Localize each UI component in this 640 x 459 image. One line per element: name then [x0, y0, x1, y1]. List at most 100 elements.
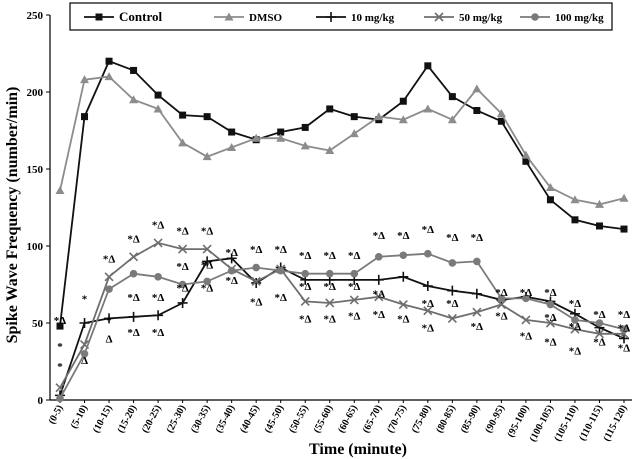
data-point-100-mg-kg: [252, 263, 260, 272]
data-point-100-mg-kg: [178, 280, 187, 289]
data-point-control: [105, 57, 113, 65]
significance-mark: *Δ: [324, 313, 337, 325]
significance-mark: *Δ: [569, 298, 582, 310]
data-point-dmso: [447, 115, 457, 124]
significance-mark: *Δ: [569, 346, 582, 358]
data-point-control: [448, 93, 456, 101]
data-point-100-mg-kg: [350, 269, 359, 278]
data-point-50-mg-kg: [496, 299, 506, 310]
data-point-control: [620, 225, 628, 233]
significance-mark: *Δ: [176, 261, 189, 273]
data-point-100-mg-kg: [473, 257, 481, 266]
series-line-10-mg-kg: [59, 257, 625, 396]
significance-mark: *Δ: [299, 313, 312, 325]
series-50-mg-kg: [55, 238, 629, 393]
legend-marker: [326, 12, 336, 22]
data-point-10-mg-kg: [153, 310, 164, 321]
series-line-control: [59, 60, 625, 327]
data-point-control: [473, 106, 481, 114]
legend-marker: [224, 12, 234, 21]
data-point-dmso: [55, 186, 65, 195]
significance-mark: *Δ: [201, 226, 214, 238]
data-point-dmso: [104, 72, 114, 81]
data-point-10-mg-kg: [104, 313, 115, 324]
significance-mark: *Δ: [127, 233, 140, 245]
legend-label: 100 mg/kg: [555, 12, 604, 24]
significance-mark: Δ: [81, 355, 88, 367]
data-point-control: [56, 322, 64, 330]
data-point-dmso: [496, 109, 506, 118]
x-axis-title: Time (minute): [309, 441, 407, 458]
data-point-50-mg-kg: [594, 329, 605, 339]
legend-marker: [95, 13, 103, 21]
data-point-50-mg-kg: [472, 307, 482, 317]
data-point-50-mg-kg: [545, 318, 556, 328]
x-tick-label: (30-35): [189, 403, 213, 435]
data-point-100-mg-kg: [374, 252, 383, 261]
significance-mark: *Δ: [127, 327, 140, 339]
x-tick-label: (70-75): [385, 403, 409, 435]
significance-mark: *: [82, 293, 88, 305]
data-point-control: [228, 128, 236, 136]
significance-mark: *Δ: [250, 296, 263, 308]
data-point-10-mg-kg: [128, 311, 139, 322]
significance-mark: *Δ: [373, 289, 386, 301]
legend-marker: [531, 13, 539, 21]
significance-mark: *: [57, 361, 63, 373]
y-tick-label: 250: [27, 10, 44, 22]
legend-label: Control: [119, 9, 162, 24]
data-point-50-mg-kg: [153, 238, 163, 248]
significance-mark: *Δ: [569, 321, 582, 333]
significance-mark: *Δ: [422, 323, 435, 335]
significance-mark: *Δ: [520, 287, 533, 299]
significance-mark: *Δ: [225, 247, 238, 259]
significance-mark: *Δ: [446, 298, 459, 310]
significance-mark: *Δ: [201, 283, 214, 295]
series-control: [56, 57, 628, 330]
data-point-control: [81, 113, 89, 121]
data-point-10-mg-kg: [422, 281, 433, 292]
significance-mark: *Δ: [495, 287, 508, 299]
significance-mark: *Δ: [250, 244, 263, 256]
data-point-100-mg-kg: [497, 294, 506, 303]
data-point-100-mg-kg: [301, 269, 310, 278]
data-point-control: [571, 216, 579, 224]
data-point-100-mg-kg: [595, 319, 604, 327]
y-tick-label: 200: [27, 87, 44, 99]
significance-mark: *Δ: [593, 336, 606, 348]
significance-mark: *Δ: [152, 292, 165, 304]
data-point-control: [546, 196, 554, 204]
x-tick-label: (75-80): [410, 403, 434, 435]
significance-mark: *Δ: [544, 312, 557, 324]
significance-mark: *Δ: [618, 343, 631, 355]
data-point-10-mg-kg: [251, 277, 262, 288]
significance-mark: *Δ: [471, 321, 484, 333]
significance-mark: *Δ: [127, 292, 140, 304]
legend-label: 50 mg/kg: [459, 12, 503, 24]
significance-mark: *Δ: [397, 313, 410, 325]
y-tick-label: 150: [27, 164, 44, 176]
x-tick-label: (110-115): [577, 403, 605, 443]
data-point-dmso: [153, 104, 163, 113]
data-point-10-mg-kg: [471, 288, 482, 299]
data-point-dmso: [325, 146, 335, 155]
series-line-100-mg-kg: [59, 252, 625, 399]
data-point-50-mg-kg: [104, 272, 114, 282]
significance-mark: *Δ: [176, 226, 189, 238]
significance-mark: *Δ: [348, 250, 361, 262]
data-point-50-mg-kg: [325, 298, 335, 308]
data-point-100-mg-kg: [276, 266, 285, 275]
data-point-dmso: [570, 195, 580, 204]
data-point-10-mg-kg: [398, 271, 409, 282]
y-tick-label: 100: [27, 241, 44, 253]
data-point-dmso: [80, 75, 90, 84]
data-point-10-mg-kg: [226, 253, 237, 264]
data-point-50-mg-kg: [251, 276, 261, 286]
x-tick-label: (5-10): [69, 403, 90, 430]
data-point-control: [595, 222, 603, 230]
significance-mark: *Δ: [299, 281, 312, 293]
significance-mark: *Δ: [54, 315, 67, 327]
x-tick-label: (20-25): [140, 403, 164, 435]
data-point-control: [424, 62, 432, 70]
